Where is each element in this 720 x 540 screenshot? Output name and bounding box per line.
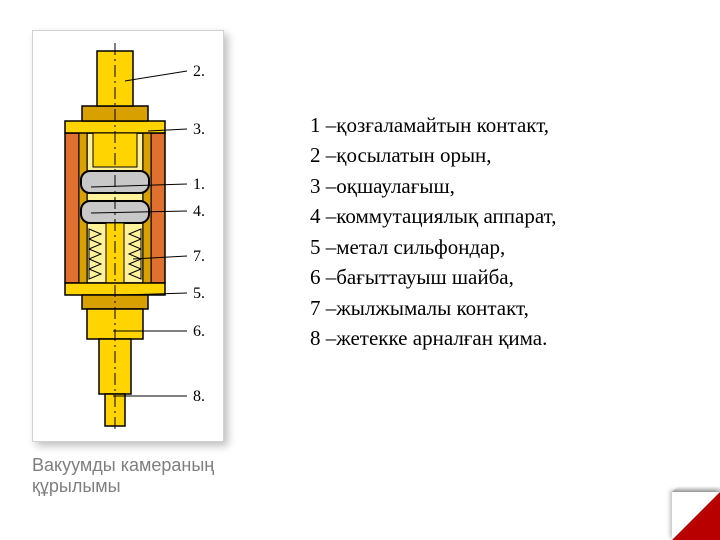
legend-text: –қосылатын орын, [326,143,492,167]
callout-n7: 7. [193,248,205,265]
legend-text: –оқшаулағыш, [326,174,455,198]
vacuum-chamber-diagram: 2. 3. 1. 4. 7. 5. 6. 8. [33,31,223,441]
corner-accent [672,492,720,540]
legend: 1 –қозғаламайтын контакт, 2 –қосылатын о… [310,110,556,354]
callout-n1: 1. [193,176,205,193]
legend-num: 7 [310,296,321,320]
legend-num: 1 [310,113,321,137]
legend-item: 4 –коммутациялық аппарат, [310,201,556,231]
legend-text: –қозғаламайтын контакт, [326,113,549,137]
legend-num: 6 [310,265,321,289]
legend-text: –коммутациялық аппарат, [326,204,557,228]
legend-num: 8 [310,326,321,350]
callout-n8: 8. [193,388,205,405]
legend-item: 2 –қосылатын орын, [310,140,556,170]
callout-n3: 3. [193,121,205,138]
legend-num: 5 [310,235,321,259]
callout-n5: 5. [193,285,205,302]
legend-item: 1 –қозғаламайтын контакт, [310,110,556,140]
legend-item: 3 –оқшаулағыш, [310,171,556,201]
legend-num: 2 [310,143,321,167]
callout-n2: 2. [193,63,205,80]
figure-caption: Вакуумды камераның құрылымы [32,455,242,497]
legend-num: 4 [310,204,321,228]
legend-item: 7 –жылжымалы контакт, [310,293,556,323]
legend-num: 3 [310,174,321,198]
figure-box: 2. 3. 1. 4. 7. 5. 6. 8. [32,30,224,442]
callout-n4: 4. [193,203,205,220]
legend-text: –жетекке арналған қима. [326,326,548,350]
legend-item: 6 –бағыттауыш шайба, [310,262,556,292]
legend-item: 8 –жетекке арналған қима. [310,323,556,353]
callout-n6: 6. [193,323,205,340]
legend-item: 5 –метал сильфондар, [310,232,556,262]
legend-text: –метал сильфондар, [326,235,506,259]
slide: 2. 3. 1. 4. 7. 5. 6. 8. Вакуумды камераның құры… [0,0,720,540]
legend-text: –бағыттауыш шайба, [326,265,514,289]
legend-text: –жылжымалы контакт, [326,296,529,320]
